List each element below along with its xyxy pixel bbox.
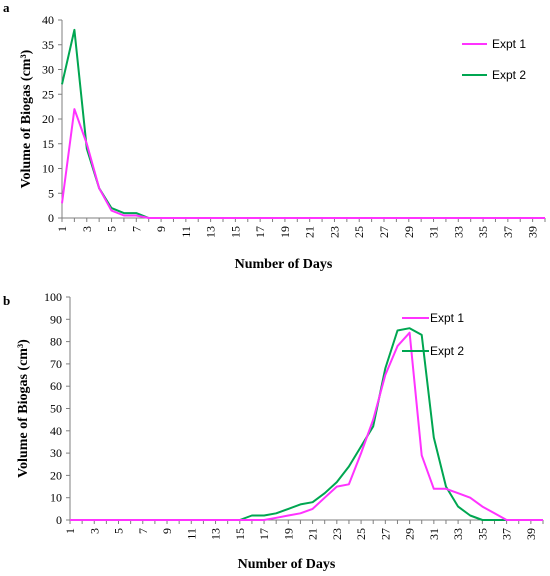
y-tick-label: 100 (44, 290, 62, 304)
y-tick-label: 60 (50, 379, 62, 393)
y-tick-label: 50 (50, 402, 62, 416)
x-tick-label: 37 (501, 226, 515, 238)
panel-label: b (3, 293, 10, 308)
series-line-expt-2 (61, 28, 545, 219)
x-tick-label: 7 (136, 528, 150, 534)
legend-label: Expt 1 (492, 37, 526, 51)
x-tick-label: 15 (233, 528, 247, 540)
y-tick-label: 5 (48, 186, 54, 200)
legend-label: Expt 1 (430, 311, 464, 325)
y-tick-label: 80 (50, 335, 62, 349)
x-tick-label: 7 (129, 226, 143, 232)
x-tick-label: 27 (377, 226, 391, 238)
y-tick-label: 90 (50, 312, 62, 326)
x-tick-label: 3 (80, 226, 94, 232)
x-tick-label: 9 (154, 226, 168, 232)
x-tick-label: 9 (160, 528, 174, 534)
x-tick-label: 39 (526, 226, 540, 238)
y-tick-label: 10 (50, 491, 62, 505)
y-tick-label: 40 (50, 424, 62, 438)
x-tick-label: 11 (184, 528, 198, 540)
series-line-expt-2 (70, 327, 543, 521)
panel-label: a (3, 0, 10, 15)
y-tick-label: 25 (42, 87, 54, 101)
y-tick-label: 40 (42, 13, 54, 27)
y-axis-title: Volume of Biogas (cm³) (19, 49, 34, 188)
legend-label: Expt 2 (430, 344, 464, 358)
y-tick-label: 0 (48, 211, 54, 225)
x-tick-label: 35 (475, 528, 489, 540)
y-tick-label: 10 (42, 162, 54, 176)
series-line-expt-1 (70, 331, 543, 521)
x-tick-label: 17 (257, 528, 271, 540)
x-tick-label: 5 (112, 528, 126, 534)
x-tick-label: 1 (55, 226, 69, 232)
x-axis-title: Number of Days (238, 557, 336, 572)
x-tick-label: 33 (451, 528, 465, 540)
x-tick-label: 1 (63, 528, 77, 534)
series-line-expt-1 (61, 108, 545, 219)
y-tick-label: 30 (42, 63, 54, 77)
x-tick-label: 17 (253, 226, 267, 238)
y-tick-label: 20 (42, 112, 54, 126)
y-tick-label: 35 (42, 38, 54, 52)
x-tick-label: 33 (451, 226, 465, 238)
y-tick-label: 15 (42, 137, 54, 151)
x-tick-label: 21 (303, 226, 317, 238)
y-tick-label: 0 (56, 513, 62, 527)
x-tick-label: 27 (378, 528, 392, 540)
x-tick-label: 37 (500, 528, 514, 540)
y-tick-label: 20 (50, 468, 62, 482)
x-tick-label: 29 (402, 226, 416, 238)
x-tick-label: 13 (204, 226, 218, 238)
x-tick-label: 23 (330, 528, 344, 540)
legend-label: Expt 2 (492, 68, 526, 82)
x-tick-label: 25 (352, 226, 366, 238)
x-tick-label: 29 (403, 528, 417, 540)
x-tick-label: 25 (354, 528, 368, 540)
x-tick-label: 21 (306, 528, 320, 540)
x-tick-label: 13 (209, 528, 223, 540)
y-tick-label: 30 (50, 446, 62, 460)
x-tick-label: 15 (228, 226, 242, 238)
x-tick-label: 19 (281, 528, 295, 540)
x-tick-label: 3 (87, 528, 101, 534)
y-axis-title: Volume of Biogas (cm³) (16, 339, 31, 478)
x-tick-label: 11 (179, 226, 193, 238)
x-tick-label: 31 (427, 226, 441, 238)
x-tick-label: 39 (524, 528, 538, 540)
x-tick-label: 31 (427, 528, 441, 540)
x-tick-label: 5 (105, 226, 119, 232)
y-tick-label: 70 (50, 357, 62, 371)
x-axis-title: Number of Days (235, 257, 333, 272)
x-tick-label: 19 (278, 226, 292, 238)
x-tick-label: 23 (327, 226, 341, 238)
x-tick-label: 35 (476, 226, 490, 238)
